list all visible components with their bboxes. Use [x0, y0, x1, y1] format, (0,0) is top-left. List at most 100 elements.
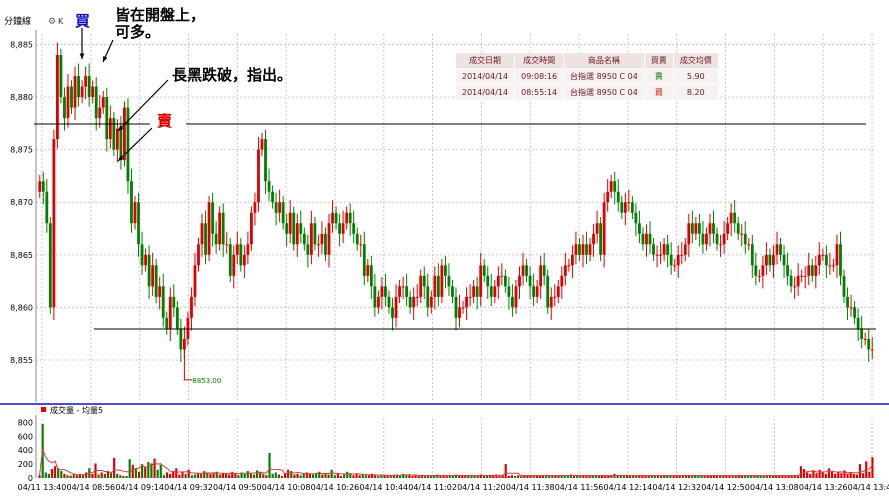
y-tick-label: 8,885	[10, 41, 33, 50]
gear-icon: ⚙	[48, 17, 56, 27]
candle-body	[221, 212, 225, 245]
arrowhead-icon	[79, 53, 85, 59]
candle-body	[218, 212, 222, 245]
volume-legend-swatch	[41, 407, 46, 412]
candle-body	[264, 139, 267, 182]
candle-body	[306, 244, 310, 255]
candle-body	[391, 307, 394, 318]
candle-body	[821, 254, 825, 256]
x-tick-label: 04/14 13:26	[799, 483, 848, 492]
arrowhead-icon	[103, 56, 108, 62]
candle-body	[41, 181, 45, 192]
candle-body	[750, 244, 754, 266]
candle-body	[602, 202, 606, 255]
candle-body	[98, 107, 102, 119]
candle-body	[765, 254, 768, 266]
candle-body	[461, 307, 465, 309]
candle-body	[232, 254, 236, 276]
candle-body	[225, 244, 229, 246]
header-product: 商品名稱	[563, 52, 645, 69]
candle-body	[137, 202, 140, 245]
candle-body	[355, 233, 359, 245]
x-tick-label: 04/14 11:38	[506, 483, 555, 492]
candle-body	[468, 296, 472, 298]
candle-body	[465, 296, 468, 308]
candle-body	[666, 244, 670, 255]
candle-body	[165, 317, 169, 329]
candle-body	[648, 233, 652, 245]
candle-body	[161, 286, 165, 318]
candle-body	[242, 254, 246, 266]
candle-body	[539, 265, 543, 287]
y-tick-label: 8,860	[10, 303, 33, 312]
candle-body	[345, 212, 349, 224]
candle-body	[334, 212, 338, 224]
cell-time: 09:08:16	[514, 68, 565, 85]
candle-body	[172, 296, 176, 308]
x-tick-label: 04/14 09:50	[213, 483, 262, 492]
candle-body	[302, 233, 306, 245]
candle-body	[123, 107, 126, 161]
candle-body	[500, 275, 504, 277]
cell-side: 賣	[643, 68, 674, 85]
candle-body	[860, 328, 864, 339]
candle-body	[828, 265, 832, 267]
candle-body	[77, 76, 80, 98]
candle-body	[775, 244, 779, 255]
candle-body	[101, 97, 105, 108]
candle-body	[91, 86, 95, 98]
candle-body	[683, 244, 687, 255]
candle-body	[761, 265, 765, 276]
x-tick-label: 04/14 10:26	[311, 483, 360, 492]
candle-body	[613, 181, 617, 192]
candle-body	[733, 212, 737, 224]
candle-body	[570, 254, 574, 266]
candle-body	[175, 307, 179, 329]
candle-body	[433, 275, 437, 297]
candle-body	[327, 223, 331, 255]
trade-table: 成交日期 成交時間 商品名稱 買賣 成交均價 2014/04/14 09:08:…	[454, 52, 719, 101]
candle-body	[309, 223, 313, 255]
candle-body	[680, 254, 684, 256]
candle-body	[436, 275, 440, 297]
candle-body	[549, 296, 553, 308]
candle-body	[754, 265, 758, 276]
candle-body	[673, 265, 677, 267]
arrowhead-icon	[118, 125, 124, 131]
x-tick-label: 04/14 10:08	[262, 483, 311, 492]
candle-body	[705, 233, 708, 245]
cell-product: 台指選 8950 C 04	[563, 68, 645, 85]
candle-body	[479, 265, 483, 297]
candle-body	[662, 244, 666, 255]
candle-body	[186, 317, 190, 339]
candle-body	[362, 244, 366, 276]
x-tick-label: 04/14 11:02	[408, 483, 457, 492]
x-tick-label: 04/14 12:50	[701, 483, 750, 492]
x-tick-label: 04/14 11:56	[555, 483, 604, 492]
candle-body	[331, 212, 334, 224]
candle-body	[542, 265, 546, 276]
candle-body	[52, 139, 56, 308]
candle-body	[726, 223, 730, 234]
table-row[interactable]: 2014/04/14 08:55:14 台指選 8950 C 04 買 8.20	[454, 84, 719, 101]
candle-body	[719, 244, 722, 246]
candle-body	[59, 55, 63, 98]
candle-body	[70, 86, 73, 108]
candle-body	[112, 118, 116, 150]
candle-body	[592, 233, 595, 245]
candle-body	[458, 307, 461, 318]
candle-body	[620, 202, 624, 213]
candle-body	[384, 286, 387, 297]
candle-body	[535, 286, 539, 297]
candle-body	[553, 296, 557, 298]
x-tick-label: 04/14 13:08	[750, 483, 799, 492]
annotation-arrow-icon	[117, 127, 153, 162]
candle-body	[380, 286, 384, 297]
candle-body	[856, 317, 860, 329]
sell-annotation: 賣	[157, 112, 173, 130]
candle-body	[405, 286, 409, 297]
candle-body	[338, 223, 342, 234]
candle-body	[518, 275, 521, 287]
candle-body	[419, 275, 423, 297]
table-row[interactable]: 2014/04/14 09:08:16 台指選 8950 C 04 賣 5.90	[454, 68, 719, 85]
